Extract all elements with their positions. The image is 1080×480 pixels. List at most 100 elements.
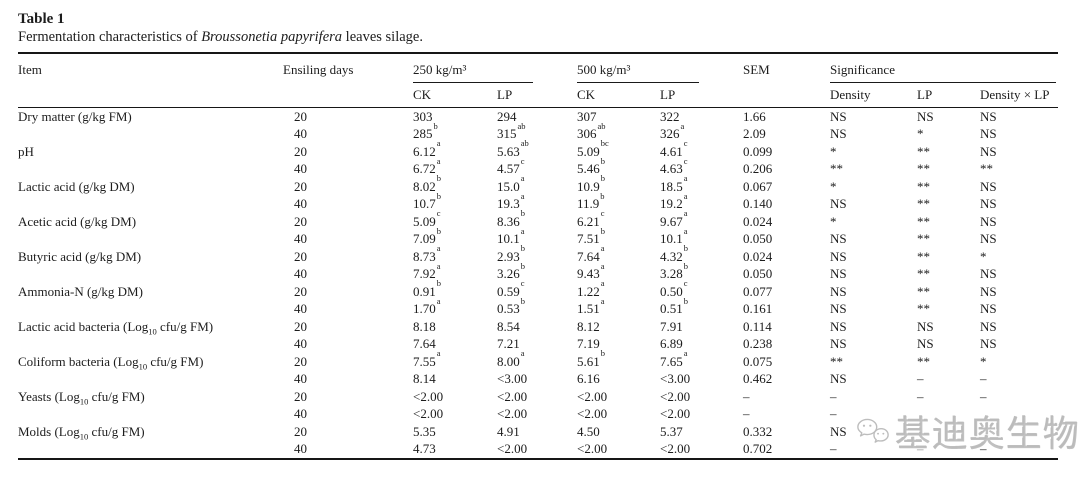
value-cell: 19.2a: [660, 190, 688, 211]
significance-cell: NS: [980, 108, 997, 124]
ensiling-days-cell: 40: [294, 301, 307, 316]
value-cell: <2.00: [497, 388, 528, 404]
table-row: 40 1.70a 0.53b 1.51a 0.51b 0.161 NS ** NS: [18, 295, 1058, 318]
value-cell: 18.5a: [660, 173, 688, 194]
significance-cell: NS: [917, 318, 934, 334]
ensiling-days-cell: 20: [294, 143, 307, 159]
value-cell: <2.00: [660, 388, 691, 404]
value-cell: 0.50c: [660, 278, 688, 299]
value-cell: 7.65a: [660, 348, 688, 369]
ensiling-days-cell: 20: [294, 283, 307, 299]
value-cell: 0.53b: [497, 295, 525, 316]
sem-cell: 0.024: [743, 213, 773, 229]
value-cell: 0.51b: [660, 295, 688, 316]
value-cell: 19.3a: [497, 190, 525, 211]
significance-cell: **: [917, 213, 930, 229]
significance-cell: [980, 423, 1058, 441]
row-item-label: Coliform bacteria (Log10 cfu/g FM): [18, 353, 204, 372]
value-cell: 326a: [660, 120, 685, 141]
table-row: 40 7.09b 10.1a 7.51b 10.1a 0.050 NS ** NS: [18, 226, 1058, 248]
value-cell: <2.00: [413, 406, 444, 421]
significance-cell: **: [917, 143, 930, 159]
value-cell: 4.50: [577, 423, 600, 439]
table-row: Molds (Log10 cfu/g FM) 20 5.35 4.91 4.50 5.37…: [18, 423, 1058, 441]
table-row: Acetic acid (g/kg DM) 20 5.09c 8.36b 6.21c 9.…: [18, 208, 1058, 231]
fermentation-table: Item Ensiling days 250 kg/m³ 500 kg/m³ S…: [18, 52, 1058, 460]
row-item-label: Acetic acid (g/kg DM): [18, 213, 137, 229]
value-cell: 11.9b: [577, 190, 605, 211]
significance-cell: NS: [830, 301, 847, 316]
significance-cell: **: [917, 353, 930, 369]
significance-cell: NS: [830, 423, 847, 439]
value-cell: 8.00a: [497, 348, 525, 369]
significance-cell: *: [830, 143, 837, 159]
ensiling-days-cell: 20: [294, 388, 307, 404]
ensiling-days-cell: 40: [294, 196, 307, 211]
value-cell: 15.0a: [497, 173, 525, 194]
significance-cell: NS: [830, 371, 847, 386]
table-row: 40 6.72a 4.57c 5.46b 4.63c 0.206 ** ** **: [18, 155, 1058, 178]
significance-cell: NS: [830, 196, 847, 211]
value-cell: 8.02b: [413, 173, 441, 194]
value-cell: 7.64a: [577, 243, 605, 264]
value-cell: 6.21c: [577, 208, 605, 229]
table-row: 40 285b 315ab 306ab 326a 2.09 NS * NS: [18, 120, 1058, 143]
significance-cell: *: [980, 248, 987, 264]
value-cell: 8.73a: [413, 243, 441, 264]
table-row: Yeasts (Log10 cfu/g FM) 20 <2.00 <2.00 <2.00…: [18, 388, 1058, 406]
col-header-250-ck: CK: [413, 87, 432, 102]
value-cell: 7.64: [413, 336, 436, 351]
significance-cell: [917, 423, 980, 441]
row-item-label: Lactic acid bacteria (Log10 cfu/g FM): [18, 318, 214, 337]
significance-cell: NS: [980, 266, 997, 281]
significance-cell: NS: [830, 108, 847, 124]
value-cell: 8.12: [577, 318, 600, 334]
row-item-label: [18, 230, 283, 248]
significance-cell: NS: [917, 336, 934, 351]
value-cell: 5.09bc: [577, 138, 609, 159]
value-cell: 5.09c: [413, 208, 441, 229]
value-cell: 1.22a: [577, 278, 605, 299]
significance-cell: **: [917, 283, 930, 299]
row-item-label: pH: [18, 143, 34, 159]
col-header-sig-lp: LP: [917, 87, 933, 102]
row-item-label: Butyric acid (g/kg DM): [18, 248, 142, 264]
value-cell: 307: [577, 108, 597, 124]
table-row: Coliform bacteria (Log10 cfu/g FM) 20 7.55…: [18, 348, 1058, 372]
table-row: pH 20 6.12a 5.63ab 5.09bc 4.61c 0.099 * ** NS: [18, 138, 1058, 161]
significance-cell: [917, 405, 980, 423]
ensiling-days-cell: 20: [294, 213, 307, 229]
significance-cell: **: [917, 196, 930, 211]
table-row: Lactic acid (g/kg DM) 20 8.02b 15.0a 10.9b 18…: [18, 173, 1058, 196]
ensiling-days-cell: 20: [294, 318, 307, 334]
sem-cell: 0.332: [743, 423, 773, 439]
value-cell: 7.91: [660, 318, 683, 334]
col-header-sem: SEM: [743, 62, 770, 77]
row-item-label: Ammonia-N (g/kg DM): [18, 283, 143, 299]
significance-cell: **: [980, 161, 993, 176]
row-item-label: [18, 440, 283, 459]
value-cell: 4.63c: [660, 155, 688, 176]
significance-cell: *: [980, 353, 987, 369]
value-cell: 5.61b: [577, 348, 605, 369]
significance-cell: NS: [830, 336, 847, 351]
value-cell: <2.00: [577, 441, 608, 456]
table-row: Butyric acid (g/kg DM) 20 8.73a 2.93b 7.64a 4…: [18, 243, 1058, 266]
value-cell: 7.92a: [413, 260, 441, 281]
value-cell: 5.46b: [577, 155, 605, 176]
col-group-significance: Significance: [830, 53, 1058, 83]
value-cell: 3.26b: [497, 260, 525, 281]
sem-cell: 0.075: [743, 353, 773, 369]
table-title: Table 1: [18, 11, 65, 27]
value-cell: 5.63ab: [497, 138, 529, 159]
significance-cell: –: [980, 388, 987, 404]
col-header-item: Item: [18, 62, 42, 77]
row-item-label: Molds (Log10 cfu/g FM): [18, 423, 145, 442]
value-cell: <2.00: [660, 441, 691, 456]
ensiling-days-cell: 40: [294, 371, 307, 386]
table-row: Ammonia-N (g/kg DM) 20 0.91b 0.59c 1.22a 0.50…: [18, 278, 1058, 301]
sem-cell: 0.206: [743, 161, 773, 176]
significance-cell: NS: [830, 231, 847, 246]
row-item-label: Dry matter (g/kg FM): [18, 108, 132, 124]
sem-cell: –: [743, 406, 750, 421]
